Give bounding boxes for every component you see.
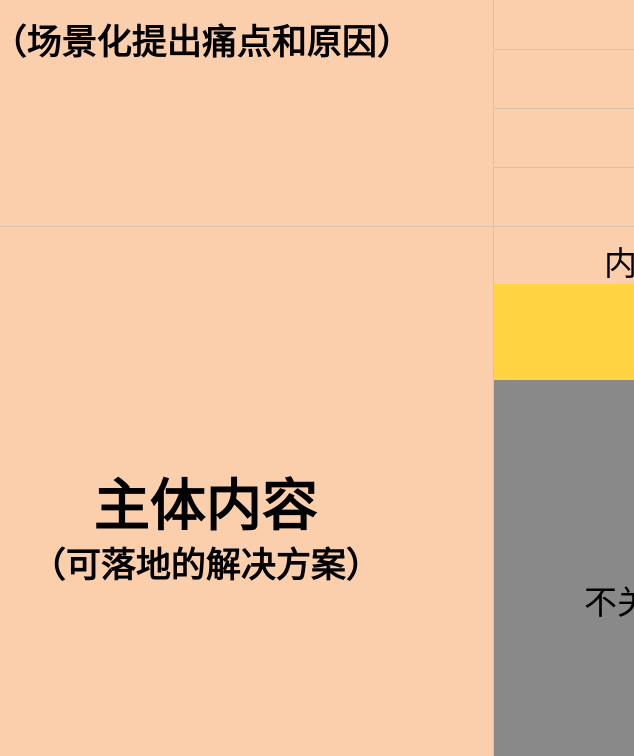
right-gray-cell: 不关 [494,380,634,756]
right-row-3 [494,109,634,168]
pain-point-heading: （场景化提出痛点和原因） [0,22,413,63]
right-gray-text: 不关 [584,583,634,622]
main-content-subtitle: （可落地的解决方案） [30,545,381,586]
right-row-4 [494,168,634,227]
main-content-title: 主体内容 [94,473,318,539]
right-yellow-cell [494,284,634,380]
right-label-text: 内 [604,244,634,283]
main-content-cell: 主体内容 （可落地的解决方案） [0,227,494,756]
right-label-cell: 内 [494,227,634,284]
right-row-1 [494,0,634,50]
right-row-2 [494,50,634,109]
column-divider [493,0,494,756]
pain-point-cell: （场景化提出痛点和原因） [0,0,494,227]
